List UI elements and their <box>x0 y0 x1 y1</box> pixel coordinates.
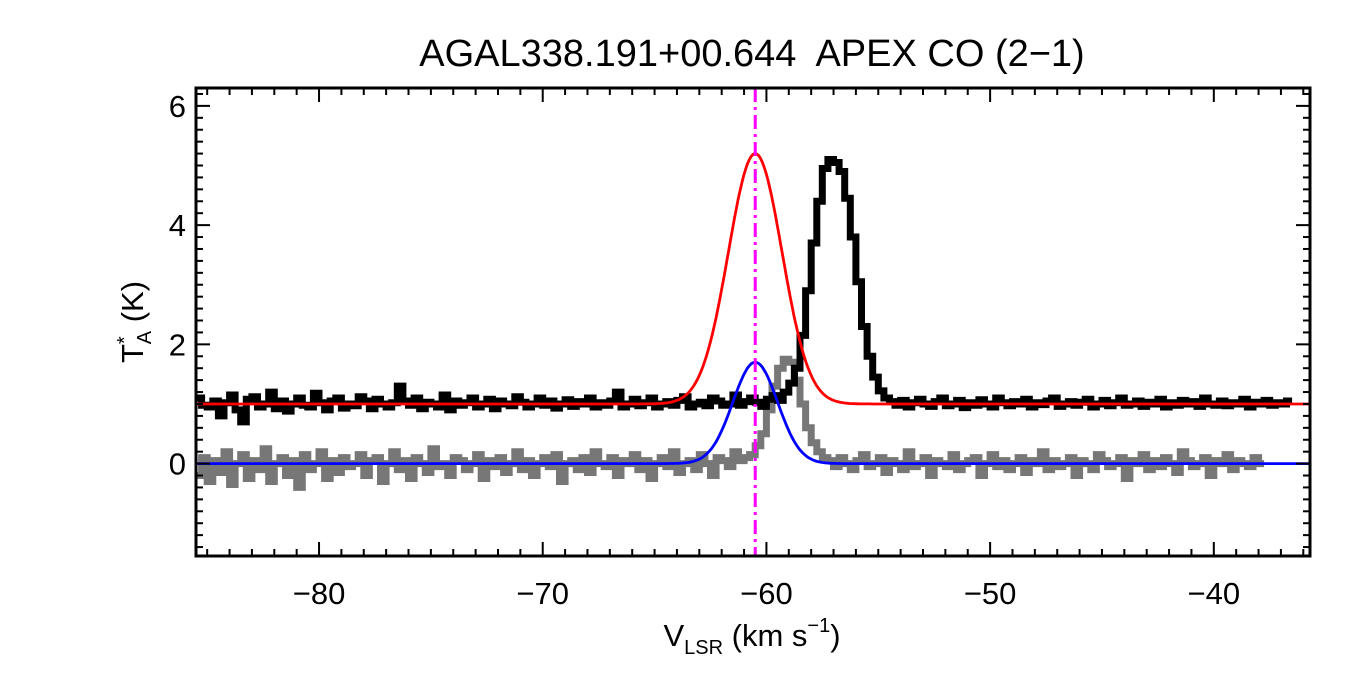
y-tick-label: 0 <box>169 447 186 482</box>
x-label-unit-start: (km s <box>723 618 807 653</box>
y-label-sub: A <box>134 330 156 344</box>
y-axis-label: T*A (K) <box>114 281 156 363</box>
y-label-main: T <box>115 344 150 363</box>
series-line-0 <box>196 156 1293 426</box>
fit-curve-3 <box>196 360 1310 465</box>
x-label-unit-sup: −1 <box>807 615 830 637</box>
x-axis: −80 −70 −60 −50 −40 <box>206 88 1305 611</box>
x-tick-label: −70 <box>516 576 569 611</box>
x-axis-label: VLSR (km s−1) <box>663 615 840 659</box>
plot-area <box>196 88 1310 556</box>
x-label-unit-end: ) <box>830 618 840 653</box>
series-line-1 <box>196 355 1265 491</box>
fit-curve-2 <box>196 152 1310 406</box>
y-tick-label: 2 <box>169 327 186 362</box>
x-label-main: V <box>663 618 684 653</box>
plot-frame <box>194 86 1312 558</box>
y-tick-label: 4 <box>169 208 186 243</box>
x-label-sub: LSR <box>684 637 723 659</box>
x-tick-label: −60 <box>740 576 793 611</box>
x-tick-label: −50 <box>964 576 1017 611</box>
x-tick-label: −40 <box>1188 576 1241 611</box>
x-tick-label: −80 <box>293 576 346 611</box>
chart-title: AGAL338.191+00.644 APEX CO (2−1) <box>419 33 1084 75</box>
y-axis: 0 2 4 6 <box>169 89 1310 549</box>
y-tick-label: 6 <box>169 89 186 124</box>
y-label-sup: * <box>114 336 136 344</box>
y-label-unit: (K) <box>115 281 150 331</box>
